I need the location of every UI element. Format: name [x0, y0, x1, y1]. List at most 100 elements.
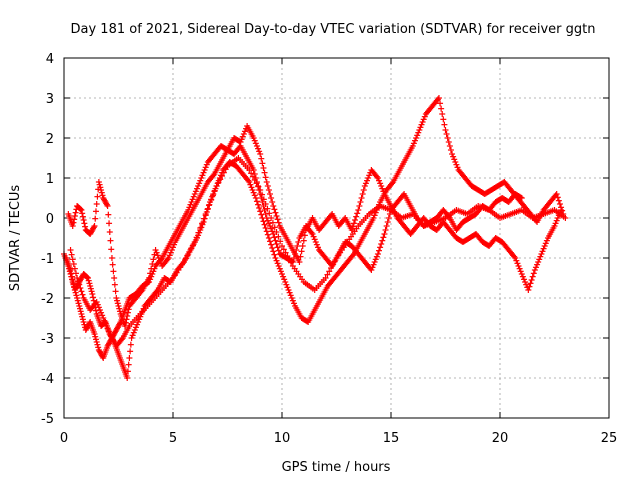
data-point — [198, 175, 205, 181]
data-point — [376, 247, 383, 254]
data-point — [359, 191, 366, 197]
data-point — [420, 116, 427, 123]
data-point — [313, 241, 320, 248]
data-point — [511, 253, 518, 260]
data-point — [79, 316, 86, 323]
data-point — [69, 256, 76, 263]
data-point — [247, 181, 254, 188]
data-point — [101, 317, 108, 324]
data-point — [434, 96, 441, 103]
data-point — [72, 209, 79, 216]
data-point — [250, 135, 257, 141]
data-point — [385, 215, 392, 221]
data-point — [280, 273, 287, 280]
data-point — [288, 295, 295, 301]
data-point — [192, 188, 199, 195]
data-point — [84, 274, 91, 281]
data-point — [253, 143, 260, 149]
data-point — [146, 275, 153, 281]
data-point — [526, 283, 533, 290]
data-point — [264, 231, 271, 238]
data-point — [284, 253, 291, 259]
data-point — [87, 283, 94, 289]
x-tick-label: 10 — [274, 431, 291, 446]
data-point — [98, 189, 105, 196]
data-point — [91, 331, 98, 337]
data-point — [256, 148, 263, 155]
data-point — [257, 208, 264, 215]
data-point — [93, 201, 100, 207]
data-point — [280, 246, 287, 253]
data-point — [555, 197, 562, 204]
data-point — [74, 295, 81, 301]
data-point — [264, 183, 271, 189]
data-point — [193, 185, 200, 192]
data-point — [418, 121, 425, 128]
data-point — [260, 165, 267, 171]
grid — [64, 58, 609, 418]
data-point — [443, 131, 450, 137]
data-point — [279, 271, 285, 277]
data-point — [78, 207, 85, 213]
data-point — [260, 218, 267, 225]
data-point — [517, 268, 524, 275]
data-point — [273, 229, 280, 235]
data-point — [217, 172, 224, 179]
data-point — [135, 319, 142, 325]
plot-frame — [63, 57, 610, 419]
data-point — [445, 139, 452, 145]
y-tick-label: -1 — [41, 252, 54, 267]
data-point — [384, 219, 391, 225]
data-point — [213, 183, 220, 189]
data-point — [523, 281, 530, 288]
data-point — [80, 217, 87, 223]
data-point — [285, 287, 292, 293]
data-point — [196, 180, 203, 187]
data-point — [451, 156, 458, 163]
data-point — [414, 132, 421, 139]
data-point — [107, 237, 114, 244]
data-point — [386, 211, 393, 217]
data-point — [71, 265, 78, 272]
data-point — [238, 136, 245, 143]
data-point — [197, 225, 204, 231]
data-point — [79, 210, 86, 217]
y-tick-label: -3 — [41, 332, 54, 347]
data-point — [519, 273, 526, 280]
data-point — [270, 248, 277, 255]
data-point — [416, 127, 423, 133]
data-point — [256, 205, 263, 211]
data-point — [263, 179, 270, 185]
data-point — [530, 270, 537, 277]
data-point — [274, 244, 281, 251]
data-point — [282, 279, 289, 285]
data-point — [125, 306, 132, 313]
data-marks — [61, 95, 569, 381]
data-point — [271, 224, 278, 231]
y-tick-label: 1 — [46, 172, 54, 187]
data-point — [528, 277, 535, 283]
data-point — [380, 234, 387, 241]
data-point — [558, 207, 565, 213]
data-point — [241, 128, 248, 135]
data-point — [104, 203, 111, 209]
data-point — [441, 121, 448, 128]
data-point — [273, 257, 280, 264]
data-point — [130, 329, 137, 336]
data-point — [349, 252, 356, 259]
data-point — [108, 246, 115, 253]
data-point — [149, 261, 156, 267]
data-point — [421, 113, 428, 120]
data-point — [127, 341, 134, 348]
data-point — [310, 233, 317, 240]
data-point — [259, 191, 266, 198]
data-point — [265, 235, 272, 241]
data-point — [438, 105, 445, 112]
data-point — [287, 292, 294, 299]
data-point — [543, 237, 550, 244]
data-point — [190, 193, 197, 200]
data-point — [535, 259, 542, 265]
data-point — [200, 215, 207, 222]
series-track-c — [65, 123, 565, 329]
